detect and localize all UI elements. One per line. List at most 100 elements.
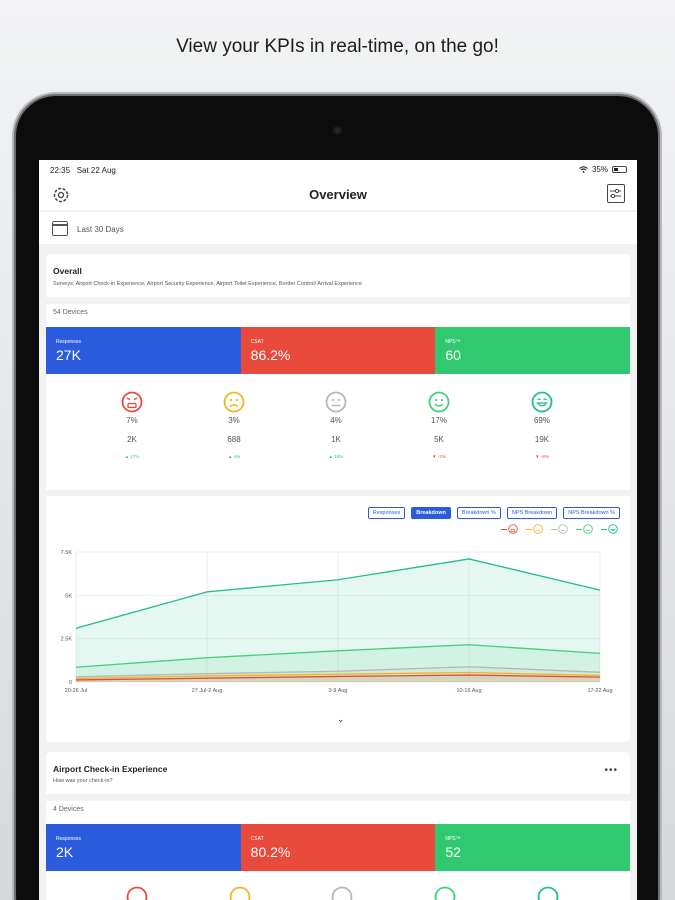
kpi-nps[interactable]: NPS™ 60 [435, 327, 631, 374]
very-unhappy-face-icon [126, 886, 148, 900]
legend-very-happy[interactable] [601, 524, 618, 534]
sentiment-neutral: 4% 1K ▲ 18% [306, 391, 366, 459]
more-options-icon[interactable]: ••• [604, 765, 618, 776]
wifi-icon [579, 166, 588, 173]
x-tick-label: 27 Jul-2 Aug [192, 688, 223, 694]
sentiment-count: 2K [127, 435, 137, 444]
overall-card: Overall Surveys: Airport Check-in Experi… [46, 254, 631, 742]
breakdown-area-chart: 0 2.5K 5K 7.5K 20-26 Jul 27 Jul-2 Aug 3-9 Aug 1… [61, 550, 613, 694]
page-title: Overview [309, 187, 367, 202]
kpi-value: 27K [56, 347, 81, 363]
kpi-label: Responses [56, 836, 82, 842]
chevron-down-icon[interactable]: ⌄ [337, 714, 345, 724]
top-nav: Overview [39, 180, 637, 210]
kpi-label: CSAT [250, 836, 264, 842]
neutral-face-icon [325, 391, 347, 413]
divider [46, 794, 630, 801]
y-tick-label: 0 [69, 680, 72, 686]
x-tick-label: 17-22 Aug [587, 688, 612, 694]
overall-kpi-row: Responses 27K CSAT 86.2% NPS™ 60 [46, 327, 631, 374]
status-time: 22:35 [50, 166, 71, 175]
very-unhappy-face-icon [121, 391, 143, 413]
sentiment-pct: 4% [330, 416, 342, 425]
filter-icon[interactable] [607, 184, 625, 203]
sentiment-pct: 69% [533, 416, 550, 425]
tab-breakdown-percent[interactable]: Breakdown % [456, 507, 501, 519]
front-camera [333, 126, 342, 135]
x-tick-label: 20-26 Jul [65, 688, 88, 694]
series-line [75, 674, 601, 681]
sentiment-breakdown: 7% 2K ▲ 17% 3% 688 ▲ 4% [46, 391, 630, 476]
series-area [76, 558, 600, 682]
divider [46, 490, 630, 496]
checkin-question: How was your check-in? [53, 778, 113, 784]
sentiment-trend: ▲ 4% [227, 454, 241, 459]
checkin-kpi-row: Responses 2K CSAT 80.2% NPS™ 52 [46, 824, 631, 871]
sentiment-happy: 17% 5K ▼ -2% [409, 391, 469, 459]
tab-breakdown[interactable]: Breakdown [411, 507, 451, 519]
legend-unhappy[interactable] [526, 524, 543, 534]
neutral-face-icon [331, 886, 353, 900]
sentiment-count: 5K [434, 435, 444, 444]
kpi-label: Responses [56, 339, 82, 345]
sentiment-unhappy: 3% 688 ▲ 4% [204, 391, 264, 459]
y-tick-label: 2.5K [61, 637, 73, 643]
divider [46, 297, 630, 304]
checkin-title: Airport Check-in Experience [53, 764, 168, 774]
battery-icon [612, 166, 627, 173]
kpi-value: 86.2% [250, 347, 291, 363]
tab-nps-breakdown-percent[interactable]: NPS Breakdown % [563, 507, 620, 519]
status-bar: 22:35 Sat 22 Aug 35% [39, 160, 637, 180]
sentiment-trend: ▲ 18% [328, 454, 344, 459]
tab-nps-breakdown[interactable]: NPS Breakdown [506, 507, 558, 519]
tab-responses[interactable]: Responses [367, 507, 406, 519]
kpi-value: 60 [445, 347, 461, 363]
calendar-icon [52, 221, 68, 236]
date-range-selector[interactable]: Last 30 Days [39, 212, 637, 244]
sentiment-very-unhappy: 7% 2K ▲ 17% [102, 391, 162, 459]
kpi-responses[interactable]: Responses 2K [46, 824, 241, 871]
kpi-nps[interactable]: NPS™ 52 [435, 824, 631, 871]
sliders-icon [610, 188, 621, 199]
kpi-responses[interactable]: Responses 27K [46, 327, 241, 374]
y-tick-label: 7.5K [61, 550, 73, 556]
very-happy-face-icon [608, 524, 618, 534]
date-range-label: Last 30 Days [77, 225, 124, 234]
legend-very-unhappy[interactable] [501, 524, 518, 534]
gear-icon[interactable] [51, 185, 71, 205]
kpi-label: NPS™ [445, 836, 461, 842]
kpi-csat[interactable]: CSAT 86.2% [240, 327, 436, 374]
sentiment-trend: ▼ -8% [535, 454, 549, 459]
kpi-csat[interactable]: CSAT 80.2% [240, 824, 436, 871]
kpi-label: NPS™ [445, 339, 461, 345]
very-happy-face-icon [531, 391, 553, 413]
overall-surveys: Surveys: Airport Check-in Experience, Ai… [53, 281, 362, 287]
legend-neutral[interactable] [551, 524, 568, 534]
chart-tabs: Responses Breakdown Breakdown % NPS Brea… [367, 507, 620, 519]
legend-happy[interactable] [576, 524, 593, 534]
series-line [75, 644, 601, 668]
battery-percent: 35% [591, 165, 608, 174]
y-tick-label: 5K [65, 593, 72, 599]
series-area [76, 675, 600, 682]
sentiment-pct: 3% [228, 416, 240, 425]
promo-headline: View your KPIs in real-time, on the go! [176, 36, 499, 57]
kpi-value: 52 [445, 844, 461, 860]
series-line [75, 666, 601, 678]
kpi-value: 80.2% [250, 844, 291, 860]
kpi-label: CSAT [250, 339, 264, 345]
checkin-card: Airport Check-in Experience How was your… [46, 752, 631, 900]
happy-face-icon [434, 886, 456, 900]
chart-legend [501, 524, 618, 534]
status-date: Sat 22 Aug [76, 166, 116, 175]
unhappy-face-icon [229, 886, 251, 900]
series-line [75, 671, 601, 680]
sentiment-pct: 17% [430, 416, 447, 425]
x-tick-label: 3-9 Aug [329, 688, 348, 694]
sentiment-count: 688 [227, 435, 241, 444]
overall-devices: 54 Devices [53, 309, 88, 316]
sentiment-count: 1K [331, 435, 341, 444]
kpi-value: 2K [56, 844, 74, 860]
very-unhappy-face-icon [508, 524, 518, 534]
happy-face-icon [428, 391, 450, 413]
